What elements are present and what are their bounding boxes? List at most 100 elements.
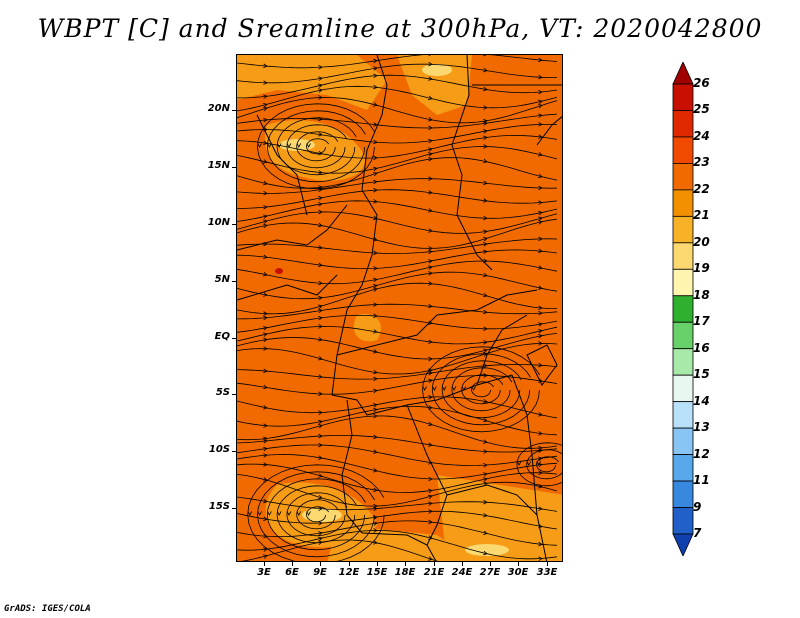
colorbar-box xyxy=(672,374,694,403)
streamline-arrow xyxy=(296,511,302,516)
streamline-arrow xyxy=(538,152,543,157)
latitude-tick-label: 20N xyxy=(207,103,230,114)
streamline-arrow xyxy=(483,158,488,164)
longitude-tick-label: 33E xyxy=(536,567,558,578)
streamline-arrow xyxy=(263,554,268,559)
streamline xyxy=(276,485,357,544)
streamline-arrow xyxy=(428,208,433,213)
streamline-arrow xyxy=(483,215,488,221)
streamline-arrow xyxy=(428,147,433,152)
streamline-arrow xyxy=(538,310,543,316)
streamline-arrow xyxy=(428,501,433,506)
streamline-arrow xyxy=(263,384,268,390)
streamline-arrow xyxy=(516,461,522,466)
latitude-tick-label: 5N xyxy=(214,274,230,285)
streamline xyxy=(266,110,366,183)
streamline-arrow xyxy=(373,349,378,354)
streamline-arrow xyxy=(428,61,433,67)
streamline xyxy=(237,396,558,419)
streamline-arrow xyxy=(483,439,488,444)
streamline-arrow xyxy=(318,170,323,175)
streamline-arrow xyxy=(263,80,268,85)
streamline-arrow xyxy=(538,89,543,95)
streamline-arrow xyxy=(373,329,378,334)
streamline-arrow xyxy=(373,277,378,283)
streamline-arrow xyxy=(483,449,488,454)
colorbar-box xyxy=(672,110,694,138)
longitude-tick-label: 3E xyxy=(257,567,271,578)
streamline xyxy=(237,463,558,493)
streamline xyxy=(237,85,558,112)
streamline-arrow xyxy=(471,386,476,391)
streamline-arrow xyxy=(428,259,433,264)
streamline-arrow xyxy=(373,122,378,127)
streamline-arrow xyxy=(373,528,378,533)
streamline-arrow xyxy=(318,455,323,460)
colorbar-label: 26 xyxy=(693,76,710,90)
streamline-arrow xyxy=(372,171,378,177)
colorbar-label: 7 xyxy=(693,526,702,540)
streamline-map xyxy=(237,55,562,561)
streamline-arrow xyxy=(483,144,488,149)
streamline-arrow xyxy=(263,102,268,108)
streamline-arrow xyxy=(286,143,292,148)
streamline xyxy=(536,456,559,473)
streamline-arrow xyxy=(263,272,268,277)
streamline xyxy=(237,211,558,234)
streamline-arrow xyxy=(263,453,268,458)
longitude-tick xyxy=(462,562,463,566)
streamline xyxy=(237,218,558,249)
latitude-tick-label: 5S xyxy=(215,387,230,398)
streamline-arrow xyxy=(526,461,532,466)
streamline-arrow xyxy=(318,150,323,156)
streamline-arrow xyxy=(538,285,543,290)
streamline-arrow xyxy=(267,143,272,148)
streamline-arrow xyxy=(263,405,268,410)
latitude-tick-label: EQ xyxy=(214,331,230,342)
colorbar-box xyxy=(672,348,694,376)
streamline xyxy=(237,406,558,436)
streamline-arrow xyxy=(538,541,543,547)
streamline xyxy=(237,189,558,209)
streamline-arrow xyxy=(432,386,437,391)
streamline-arrow xyxy=(373,407,378,413)
streamline-arrow xyxy=(538,57,543,63)
streamline-arrow xyxy=(263,140,268,146)
streamline-arrow xyxy=(306,511,311,516)
streamline-arrow xyxy=(483,477,488,482)
streamline xyxy=(237,96,558,124)
streamline-arrow xyxy=(373,506,378,512)
streamline-arrow xyxy=(263,311,268,316)
streamline-arrow xyxy=(318,222,323,228)
streamline xyxy=(237,113,558,129)
streamline-arrow xyxy=(483,55,487,57)
streamline-arrow xyxy=(538,210,543,216)
streamline-arrow xyxy=(428,371,433,376)
streamline xyxy=(286,124,348,169)
streamline-arrow xyxy=(483,105,488,110)
streamline-arrow xyxy=(483,249,488,255)
streamline xyxy=(237,74,558,99)
latitude-tick xyxy=(232,338,236,339)
streamline-arrow xyxy=(428,378,433,384)
colorbar-box xyxy=(672,401,694,429)
streamline-arrow xyxy=(428,138,433,144)
colorbar-box xyxy=(672,136,694,164)
streamline-arrow xyxy=(428,249,433,255)
streamline-arrow xyxy=(257,511,262,516)
streamline xyxy=(237,157,558,189)
longitude-tick-label: 12E xyxy=(338,567,360,578)
streamline-arrow xyxy=(318,531,323,536)
streamline xyxy=(266,478,366,551)
streamline-arrow xyxy=(538,122,543,127)
streamline-arrow xyxy=(483,481,488,487)
colorbar-label: 14 xyxy=(693,393,710,408)
streamline-arrow xyxy=(428,246,433,251)
streamline-arrow xyxy=(538,470,543,476)
streamline xyxy=(296,499,339,530)
longitude-tick-label: 30E xyxy=(507,567,529,578)
streamline-arrow xyxy=(483,463,488,468)
streamline-arrow xyxy=(428,190,433,195)
streamline-arrow xyxy=(373,369,378,375)
streamline-arrow xyxy=(483,399,488,404)
